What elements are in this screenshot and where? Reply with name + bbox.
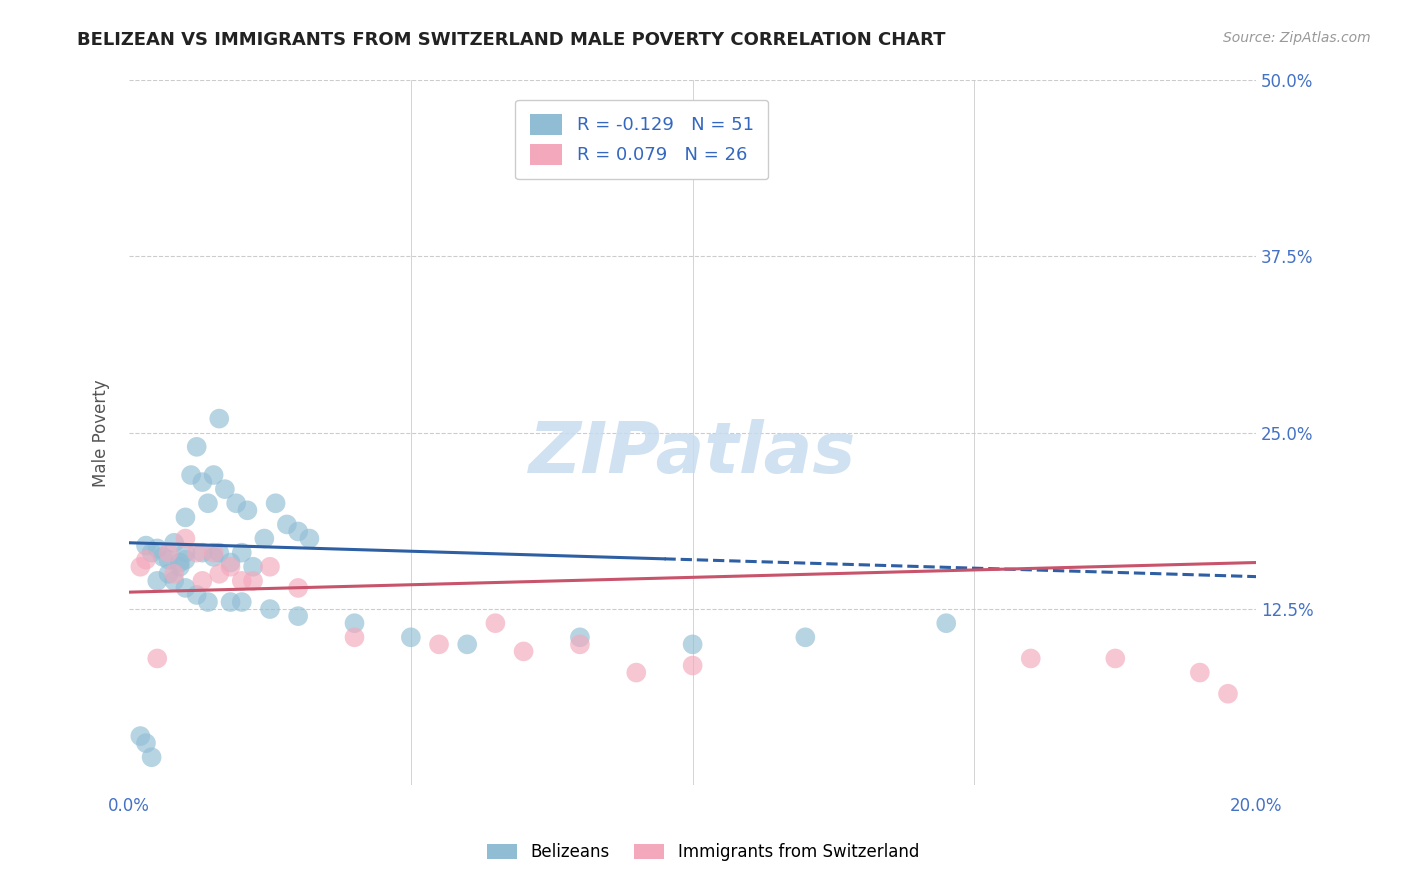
Point — [287, 581, 309, 595]
Point — [484, 616, 506, 631]
Point — [794, 630, 817, 644]
Point — [129, 559, 152, 574]
Text: ZIPatlas: ZIPatlas — [529, 419, 856, 489]
Point — [157, 546, 180, 560]
Point — [214, 482, 236, 496]
Point — [568, 637, 591, 651]
Point — [191, 546, 214, 560]
Point — [264, 496, 287, 510]
Point — [1216, 687, 1239, 701]
Legend: Belizeans, Immigrants from Switzerland: Belizeans, Immigrants from Switzerland — [481, 837, 925, 868]
Point — [186, 588, 208, 602]
Point — [231, 574, 253, 588]
Point — [225, 496, 247, 510]
Point — [174, 581, 197, 595]
Point — [219, 556, 242, 570]
Point — [163, 566, 186, 581]
Point — [169, 559, 191, 574]
Point — [202, 468, 225, 483]
Point — [191, 475, 214, 489]
Point — [682, 637, 704, 651]
Point — [135, 736, 157, 750]
Point — [1188, 665, 1211, 680]
Point — [186, 440, 208, 454]
Point — [135, 539, 157, 553]
Point — [298, 532, 321, 546]
Legend: R = -0.129   N = 51, R = 0.079   N = 26: R = -0.129 N = 51, R = 0.079 N = 26 — [516, 100, 768, 179]
Point — [259, 559, 281, 574]
Point — [174, 546, 197, 560]
Point — [287, 609, 309, 624]
Text: BELIZEAN VS IMMIGRANTS FROM SWITZERLAND MALE POVERTY CORRELATION CHART: BELIZEAN VS IMMIGRANTS FROM SWITZERLAND … — [77, 31, 946, 49]
Point — [157, 552, 180, 566]
Text: Source: ZipAtlas.com: Source: ZipAtlas.com — [1223, 31, 1371, 45]
Point — [219, 559, 242, 574]
Y-axis label: Male Poverty: Male Poverty — [93, 379, 110, 486]
Point — [169, 556, 191, 570]
Point — [276, 517, 298, 532]
Point — [202, 549, 225, 564]
Point — [287, 524, 309, 539]
Point — [174, 510, 197, 524]
Point — [399, 630, 422, 644]
Point — [129, 729, 152, 743]
Point — [1019, 651, 1042, 665]
Point — [231, 595, 253, 609]
Point — [157, 566, 180, 581]
Point — [935, 616, 957, 631]
Point — [259, 602, 281, 616]
Point — [191, 574, 214, 588]
Point — [202, 546, 225, 560]
Point — [208, 411, 231, 425]
Point — [197, 496, 219, 510]
Point — [231, 546, 253, 560]
Point — [180, 468, 202, 483]
Point — [626, 665, 648, 680]
Point — [427, 637, 450, 651]
Point — [146, 574, 169, 588]
Point — [186, 546, 208, 560]
Point — [163, 535, 186, 549]
Point — [219, 595, 242, 609]
Point — [163, 574, 186, 588]
Point — [343, 616, 366, 631]
Point — [512, 644, 534, 658]
Point — [152, 549, 174, 564]
Point — [236, 503, 259, 517]
Point — [208, 546, 231, 560]
Point — [682, 658, 704, 673]
Point — [242, 559, 264, 574]
Point — [568, 630, 591, 644]
Point — [135, 552, 157, 566]
Point — [242, 574, 264, 588]
Point — [146, 541, 169, 556]
Point — [174, 552, 197, 566]
Point — [174, 532, 197, 546]
Point — [146, 651, 169, 665]
Point — [1104, 651, 1126, 665]
Point — [141, 546, 163, 560]
Point — [141, 750, 163, 764]
Point — [208, 566, 231, 581]
Point — [253, 532, 276, 546]
Point — [456, 637, 478, 651]
Point — [343, 630, 366, 644]
Point — [197, 595, 219, 609]
